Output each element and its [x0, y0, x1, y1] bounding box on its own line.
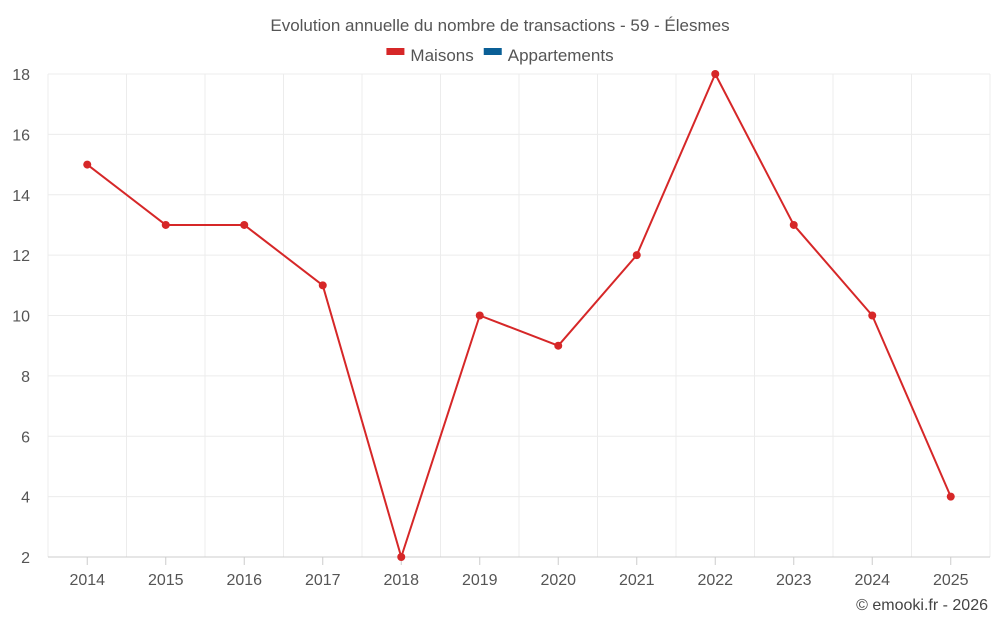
legend-label: Appartements [508, 46, 614, 65]
y-tick-label: 8 [21, 369, 30, 386]
data-point-maisons-2024 [868, 311, 877, 320]
x-tick-label: 2025 [933, 572, 969, 589]
x-tick-label: 2016 [226, 572, 262, 589]
legend-label: Maisons [410, 46, 473, 65]
x-tick-label: 2015 [148, 572, 184, 589]
data-point-maisons-2018 [397, 553, 406, 561]
legend: Maisons Appartements [386, 46, 614, 65]
x-tick-label: 2020 [540, 572, 576, 589]
series-line-maisons [86, 73, 952, 558]
y-tick-label: 18 [12, 67, 30, 84]
x-gridlines [47, 74, 991, 557]
y-tick-label: 12 [12, 248, 30, 265]
y-axis-ticks: 2 4 6 8 10 12 14 16 18 [12, 67, 30, 567]
data-point-maisons-2022 [711, 70, 720, 78]
x-axis-ticks: 2014 2015 2016 2017 2018 2019 2020 2021 2022 2023… [69, 557, 969, 589]
x-tick-label: 2018 [383, 572, 419, 589]
x-tick-label: 2022 [697, 572, 733, 589]
data-point-maisons-2021 [632, 251, 641, 260]
credit-text: © emooki.fr - 2026 [856, 597, 988, 614]
data-point-maisons-2025 [946, 492, 955, 501]
chart-title: Evolution annuelle du nombre de transact… [270, 16, 729, 35]
legend-swatch [386, 48, 405, 55]
legend-item-appartements: Appartements [483, 46, 614, 65]
data-point-maisons-2023 [789, 220, 798, 229]
data-point-maisons-2017 [318, 281, 327, 290]
y-tick-label: 16 [12, 127, 30, 144]
legend-swatch [483, 48, 502, 55]
data-point-maisons-2015 [161, 220, 170, 229]
legend-item-maisons: Maisons [386, 46, 474, 65]
y-tick-label: 4 [21, 490, 30, 507]
y-tick-label: 14 [12, 188, 30, 205]
series-layer [83, 70, 955, 561]
data-point-maisons-2014 [83, 160, 92, 169]
y-tick-label: 2 [21, 550, 30, 567]
y-tick-label: 10 [12, 309, 30, 326]
data-point-maisons-2019 [475, 311, 484, 320]
x-tick-label: 2024 [854, 572, 890, 589]
y-tick-label: 6 [21, 429, 30, 446]
data-point-maisons-2016 [240, 220, 249, 229]
x-tick-label: 2014 [69, 572, 105, 589]
x-tick-label: 2017 [305, 572, 341, 589]
data-point-maisons-2020 [554, 341, 563, 350]
x-tick-label: 2023 [776, 572, 812, 589]
x-tick-label: 2021 [619, 572, 655, 589]
x-tick-label: 2019 [462, 572, 498, 589]
